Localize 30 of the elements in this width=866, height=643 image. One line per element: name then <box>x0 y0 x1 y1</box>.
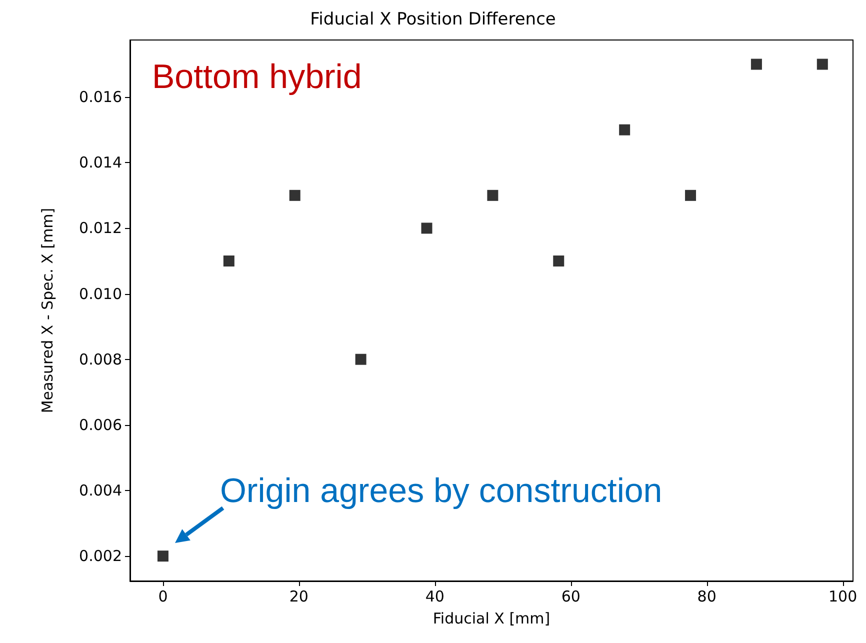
chart-title: Fiducial X Position Difference <box>310 10 556 30</box>
point <box>157 550 168 562</box>
y-tick-label: 0.004 <box>79 482 122 500</box>
point <box>223 255 234 266</box>
point <box>487 190 498 201</box>
point <box>685 190 696 201</box>
y-tick-label: 0.012 <box>79 219 122 238</box>
point <box>553 255 564 266</box>
y-tick-label: 0.002 <box>79 547 122 566</box>
annotation: Origin agrees by construction <box>220 472 662 510</box>
point <box>421 222 432 234</box>
x-axis-title: Fiducial X [mm] <box>432 610 550 628</box>
x-tick-label: 60 <box>561 588 580 606</box>
y-tick-label: 0.008 <box>79 350 122 368</box>
x-tick-label: 0 <box>158 588 168 606</box>
y-tick-label: 0.014 <box>79 154 122 172</box>
point <box>750 58 762 70</box>
annotation: Bottom hybrid <box>152 58 362 96</box>
point <box>355 354 366 365</box>
point <box>289 190 300 201</box>
point <box>619 124 630 136</box>
x-tick-label: 40 <box>425 588 444 606</box>
y-tick-label: 0.010 <box>79 284 122 303</box>
y-axis-title: Measured X - Spec. X [mm] <box>38 208 56 414</box>
y-tick-label: 0.006 <box>79 416 122 434</box>
x-tick-label: 100 <box>828 588 858 606</box>
x-tick-label: 20 <box>289 588 308 606</box>
y-tick-label: 0.016 <box>79 88 122 106</box>
x-tick-label: 80 <box>697 588 716 606</box>
point <box>816 58 828 70</box>
